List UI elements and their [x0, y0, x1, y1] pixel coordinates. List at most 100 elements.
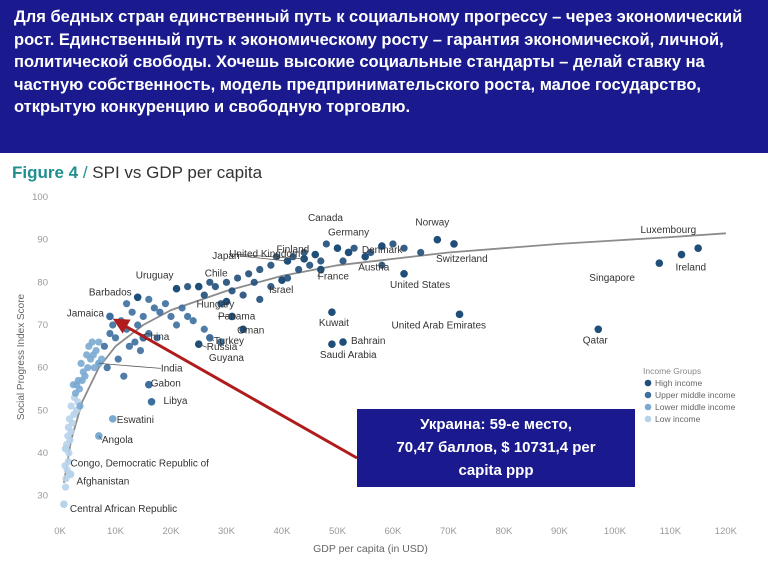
y-tick-label: 80: [37, 277, 48, 288]
point-label: Canada: [308, 213, 343, 224]
data-point-eswatini: [108, 415, 117, 423]
data-point: [367, 248, 375, 257]
data-point: [189, 317, 197, 325]
point-label: Luxembourg: [641, 225, 697, 236]
ukraine-callout: Украина: 59-е место, 70,47 баллов, $ 1073…: [112, 318, 635, 487]
data-point: [95, 338, 103, 346]
data-point: [74, 376, 82, 385]
data-point-afghanistan: [66, 470, 75, 479]
callout-line: 70,47 баллов, $ 10731,4 per: [396, 439, 595, 456]
point-label: Oman: [237, 325, 264, 336]
data-point-bahrain: [339, 338, 347, 346]
legend-entry: Low income: [655, 414, 701, 424]
data-point: [317, 257, 325, 265]
data-point-india: [95, 359, 103, 368]
x-axis-label: GDP per capita (in USD): [313, 543, 428, 555]
legend-swatch-upper-middle: [644, 391, 652, 399]
data-point: [153, 334, 161, 342]
point-label: Jamaica: [67, 308, 105, 319]
point-label: Turkey: [214, 336, 244, 347]
data-points: [60, 235, 702, 509]
point-label: China: [143, 332, 170, 343]
point-label: Singapore: [589, 273, 635, 284]
x-tick-label: 90K: [551, 526, 569, 537]
data-point: [350, 244, 358, 252]
point-label: Eswatini: [117, 415, 154, 426]
data-point: [256, 265, 264, 274]
legend-swatch-high: [644, 379, 652, 387]
point-label: Germany: [328, 227, 369, 238]
point-label: France: [318, 272, 350, 283]
y-tick-label: 100: [32, 192, 48, 203]
data-point: [84, 364, 92, 372]
point-label: Hungary: [196, 300, 234, 311]
data-point: [131, 338, 139, 346]
point-label: Bahrain: [351, 336, 385, 347]
point-label: United Arab Emirates: [392, 320, 487, 331]
legend: Income Groups High income Upper middle inc…: [643, 366, 736, 424]
data-point: [184, 312, 192, 321]
data-point-ireland: [677, 250, 686, 259]
data-point: [200, 325, 208, 333]
data-point: [300, 248, 308, 257]
data-point: [228, 287, 236, 295]
data-point: [178, 304, 186, 312]
data-point-jamaica: [106, 312, 114, 321]
data-point: [77, 359, 85, 367]
data-point: [250, 278, 258, 286]
data-point: [61, 483, 70, 491]
callout-box: [357, 409, 635, 487]
data-point: [161, 300, 170, 308]
data-point-congo-democratic-republic-of: [61, 444, 70, 453]
data-point-finland: [311, 250, 320, 259]
data-point-oman: [239, 325, 247, 334]
figure-separator: /: [78, 163, 93, 182]
label-leader-line: [239, 255, 288, 262]
data-point: [125, 342, 133, 350]
legend-title: Income Groups: [643, 366, 701, 376]
data-point-saudi-arabia: [328, 340, 336, 349]
data-point: [122, 300, 131, 308]
point-label: Qatar: [583, 335, 609, 346]
axes: 0K 10K 20K 30K 40K 50K 60K 70K 80K 90K 100K 110K 120…: [16, 192, 738, 555]
banner-text: Для бедных стран единственный путь к соц…: [14, 8, 743, 116]
point-label: Chile: [205, 269, 228, 280]
data-point: [92, 347, 100, 355]
y-tick-label: 70: [37, 320, 48, 331]
y-tick-label: 40: [37, 448, 48, 459]
point-label: Austria: [358, 263, 390, 274]
trend-line: [63, 232, 726, 484]
point-label: United Kingdom: [229, 249, 300, 260]
data-point: [64, 432, 72, 440]
data-point: [139, 312, 147, 321]
point-label: Japan: [212, 251, 239, 262]
data-point: [239, 291, 247, 299]
data-point: [79, 368, 87, 376]
x-tick-label: 20K: [163, 526, 181, 537]
data-point: [295, 265, 303, 274]
figure-title: Figure 4 / SPI vs GDP per capita: [12, 163, 262, 183]
point-label: Norway: [415, 218, 449, 229]
banner: Для бедных стран единственный путь к соц…: [0, 0, 768, 153]
data-point-luxembourg: [694, 244, 702, 252]
data-point: [103, 364, 111, 372]
data-point: [134, 321, 142, 329]
data-point: [136, 347, 145, 355]
data-point: [233, 274, 242, 282]
data-point-libya: [147, 398, 156, 406]
data-point: [109, 321, 117, 329]
x-tick-label: 100K: [604, 526, 627, 537]
data-point: [111, 334, 120, 342]
data-point: [120, 372, 128, 380]
data-point: [267, 261, 275, 269]
data-point-gabon: [144, 380, 153, 389]
x-tick-label: 50K: [329, 526, 347, 537]
point-label: Panama: [218, 311, 256, 322]
data-point: [150, 304, 158, 312]
data-point: [267, 283, 275, 291]
point-label: India: [161, 363, 183, 374]
data-point: [322, 240, 330, 248]
label-leader-line: [209, 337, 215, 342]
data-point: [378, 261, 386, 269]
data-point-central-african-republic: [60, 500, 68, 509]
